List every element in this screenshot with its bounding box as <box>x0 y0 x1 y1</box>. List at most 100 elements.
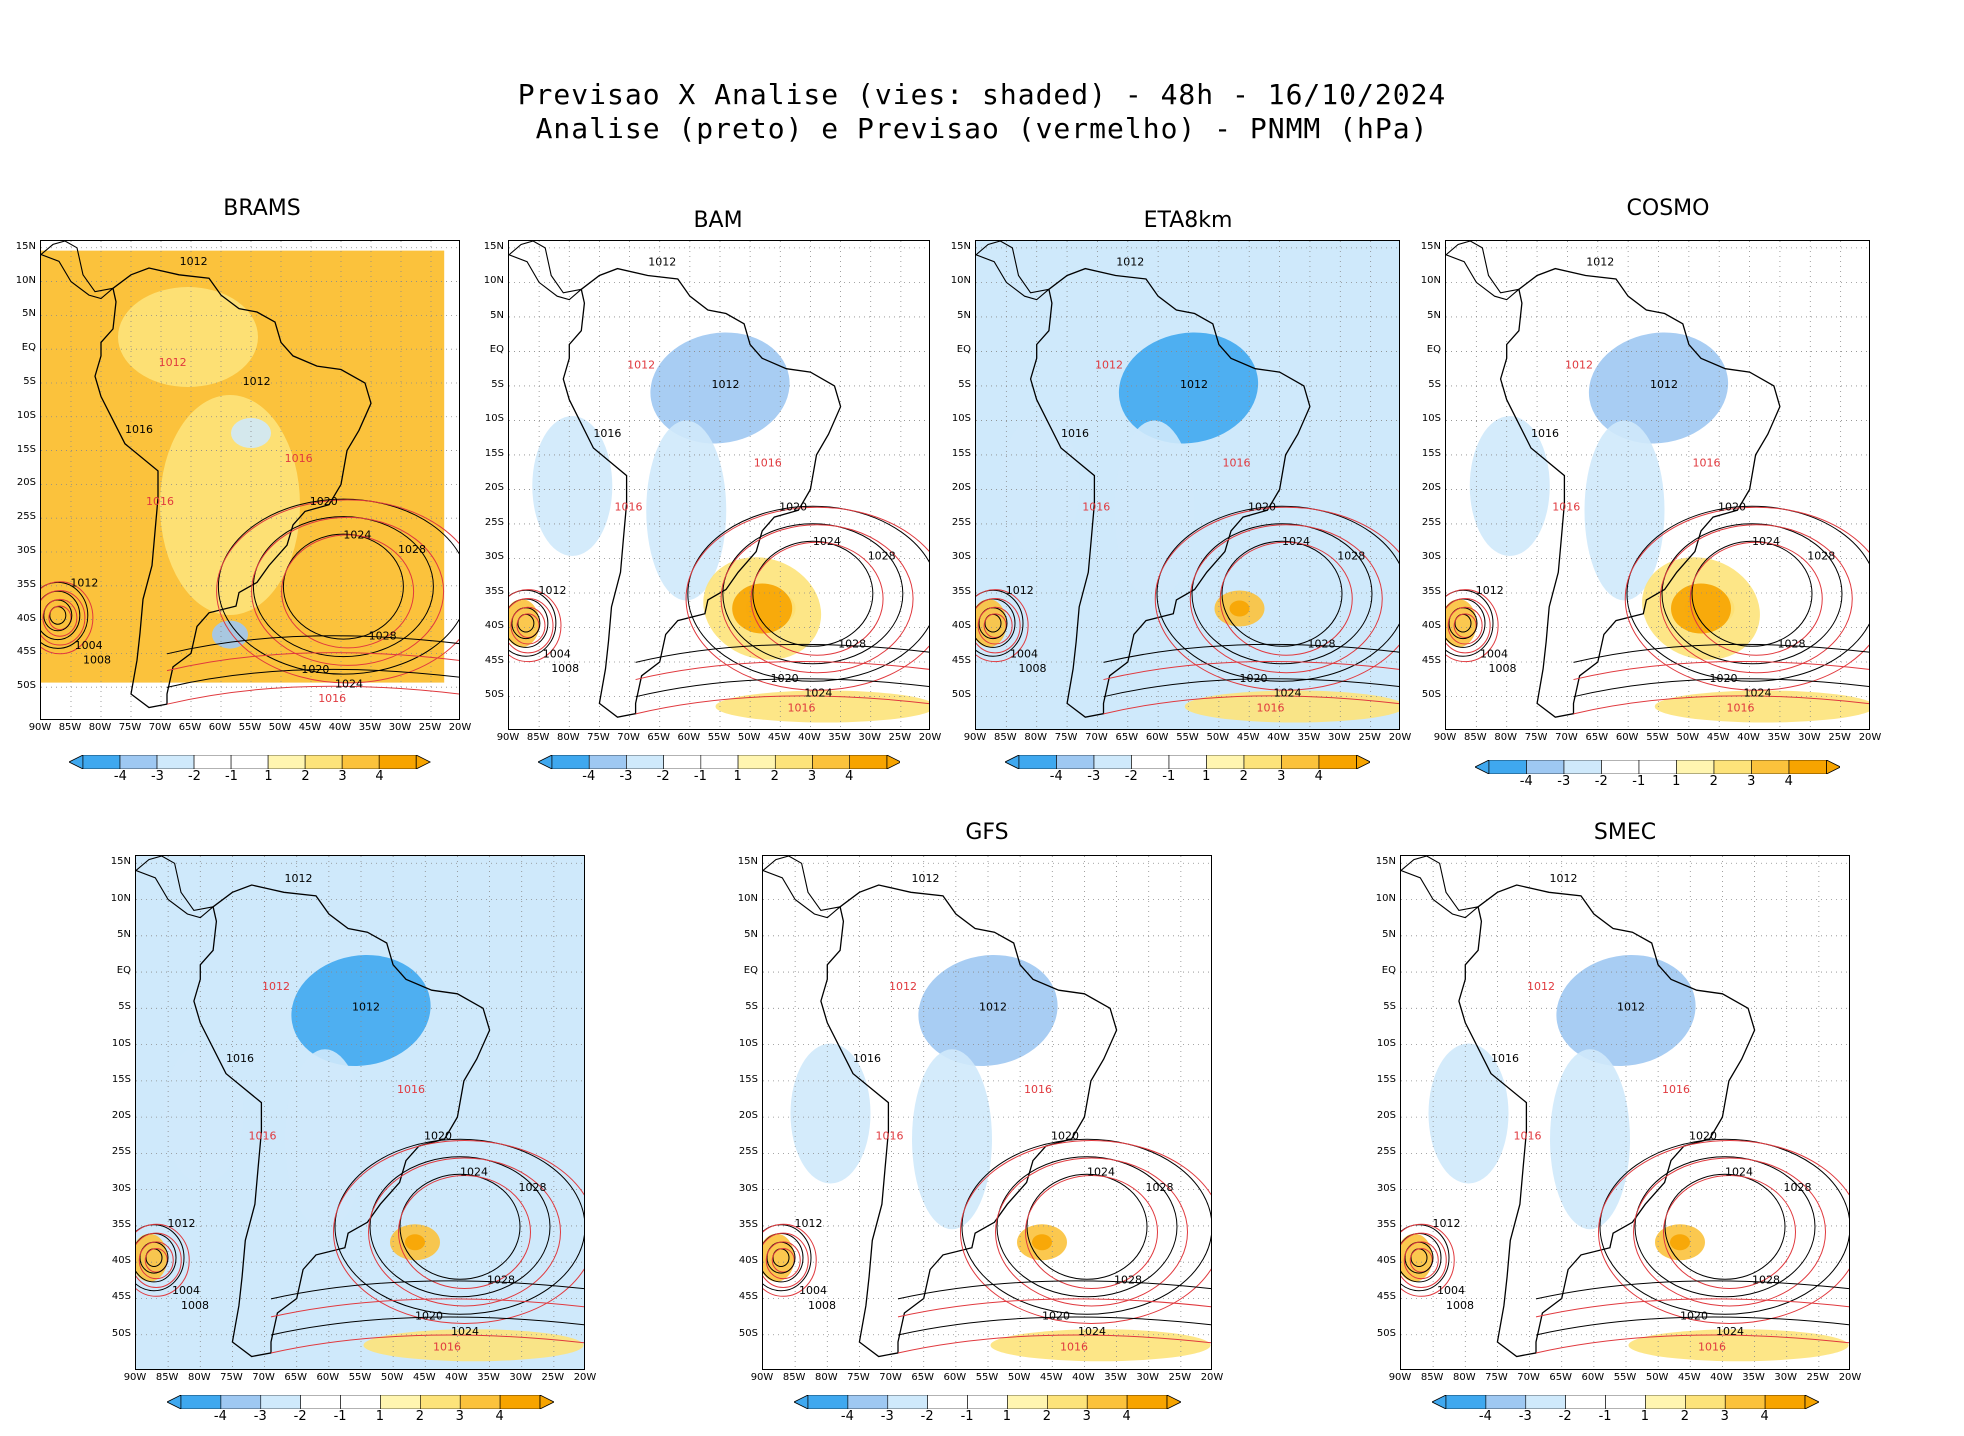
bias-shading-patch <box>1229 600 1250 617</box>
longitude-tick-label: 80W <box>556 732 580 743</box>
isobar-forecast <box>960 1139 1211 1324</box>
latitude-tick-label: 5N <box>22 308 36 320</box>
bias-shading-patch <box>231 418 271 448</box>
colorbar-segment <box>342 755 380 769</box>
isobar-label: 1012 <box>1433 1217 1461 1230</box>
colorbar-segment <box>1764 1395 1805 1409</box>
latitude-tick-label: 15S <box>484 447 504 459</box>
isobar-forecast <box>750 541 884 656</box>
panel-title: BAM <box>693 208 743 233</box>
graticule <box>41 241 459 719</box>
isobar-southern-trough <box>270 1334 584 1354</box>
latitude-tick-label: 5N <box>117 928 131 940</box>
longitude-tick-label: 45W <box>1706 732 1730 743</box>
colorbar-tick-label: 3 <box>455 1409 464 1424</box>
colorbar-tick-label: -3 <box>150 769 164 784</box>
longitude-tick-label: 40W <box>445 1372 468 1383</box>
isobar-forecast-low <box>1446 589 1499 663</box>
isobar-forecast-low <box>1401 1223 1455 1297</box>
colorbar-segment <box>1564 1395 1606 1409</box>
colorbar-segment <box>268 755 306 769</box>
colorbar-segment <box>774 755 813 769</box>
longitude-tick-label: 80W <box>187 1372 211 1383</box>
colorbar-tick-label: -4 <box>113 769 127 784</box>
isobar-southern-trough <box>897 1280 1211 1300</box>
isobar-label: 1020 <box>1051 1129 1079 1142</box>
latitude-tick-label: 5S <box>118 1001 131 1013</box>
longitude-tick-label: 65W <box>1115 732 1139 743</box>
longitude-tick-label: 85W <box>994 732 1017 743</box>
latitude-tick-label: 5N <box>1382 928 1396 940</box>
isobar-forecast <box>251 516 445 666</box>
isobar-southern-trough <box>635 661 929 681</box>
colorbar-segment <box>1724 1395 1765 1409</box>
isobar-label: 1012 <box>1006 584 1034 597</box>
colorbar-segment <box>1713 760 1752 774</box>
longitude-tick-label: 55W <box>1613 1372 1637 1383</box>
colorbar-segment <box>1018 755 1057 769</box>
isobar-label: 1004 <box>75 639 103 652</box>
latitude-tick-label: 15S <box>111 1073 131 1085</box>
colorbar-tick-label: 1 <box>1640 1409 1650 1424</box>
colorbar-tick-label: -4 <box>1049 769 1063 784</box>
latitude-tick-label: 10S <box>1421 413 1441 425</box>
longitude-tick-label: 30W <box>1797 732 1821 743</box>
isobar-label: 1012 <box>1095 358 1123 371</box>
latitude-tick-label: 50S <box>1376 1327 1396 1339</box>
bias-shading-patch <box>1588 332 1729 444</box>
isobar-label: 1024 <box>1752 535 1780 548</box>
colorbar-tick-label: 4 <box>1314 769 1323 784</box>
isobar-forecast-low <box>509 589 562 663</box>
latitude-tick-label: 30S <box>484 551 504 563</box>
colorbar-segment <box>700 755 738 769</box>
isobar-forecast <box>1189 524 1383 674</box>
colorbar-segment <box>1243 755 1282 769</box>
isobar-analysis <box>217 498 459 675</box>
coastline-south-america <box>193 884 491 1358</box>
colorbar-segment <box>1638 760 1677 774</box>
isobar-forecast <box>995 1157 1188 1307</box>
isobar-analysis <box>282 533 404 640</box>
colorbar-segment <box>1600 760 1640 774</box>
isobar-label: 1024 <box>1274 687 1302 700</box>
isobar-southern-trough <box>1535 1280 1849 1300</box>
isobar-southern-trough <box>1535 1298 1849 1318</box>
colorbar-segment <box>966 1395 1008 1409</box>
coastline-central-america <box>1446 241 1521 301</box>
longitude-tick-label: 70W <box>617 732 640 743</box>
colorbar-tick-label: 4 <box>1760 1409 1769 1424</box>
isobar-label: 1016 <box>1698 1340 1726 1353</box>
isobar-analysis <box>252 516 434 658</box>
isobar-analysis <box>722 523 904 665</box>
isobar-label: 1016 <box>249 1129 277 1142</box>
longitude-tick-label: 75W <box>118 722 142 733</box>
colorbar-right-arrow-icon <box>1825 760 1841 774</box>
map-plot-area: 1012 1012 1012 1016 1016 1020 1024 1028 1012 1004… <box>40 240 460 720</box>
isobar-label: 1016 <box>615 501 643 514</box>
colorbar-left-arrow-icon <box>69 755 84 769</box>
bias-shading-patch <box>532 416 613 556</box>
bias-shading-patch <box>1550 1049 1630 1230</box>
colorbar-tick-label: 2 <box>415 1409 424 1424</box>
longitude-tick-label: 40W <box>798 732 821 743</box>
latitude-tick-label: 45S <box>738 1291 758 1303</box>
longitude-tick-label: 90W <box>28 722 52 733</box>
longitude-tick-label: 50W <box>1206 732 1230 743</box>
isobar-label: 1020 <box>779 501 807 514</box>
longitude-tick-label: 90W <box>1388 1372 1412 1383</box>
latitude-tick-label: 25S <box>111 1146 131 1158</box>
colorbar-segment <box>259 1395 301 1409</box>
isobar-label: 1016 <box>1082 501 1110 514</box>
colorbar-tick-label: 4 <box>1784 774 1793 789</box>
bias-shading-patch <box>363 1329 584 1362</box>
isobar-forecast <box>1025 1174 1158 1289</box>
isobar-forecast <box>1663 1174 1796 1289</box>
bias-shading-patch <box>1628 1329 1849 1362</box>
isobar-forecast <box>1219 541 1353 656</box>
isobar-label: 1016 <box>125 423 153 436</box>
isobar-label: 1024 <box>335 677 363 690</box>
colorbar-tick-label: -3 <box>880 1409 894 1424</box>
longitude-tick-label: 25W <box>418 722 442 733</box>
colorbar-tick-label: -1 <box>224 769 238 784</box>
figure-title-line2: Analise (preto) e Previsao (vermelho) - … <box>535 112 1429 145</box>
